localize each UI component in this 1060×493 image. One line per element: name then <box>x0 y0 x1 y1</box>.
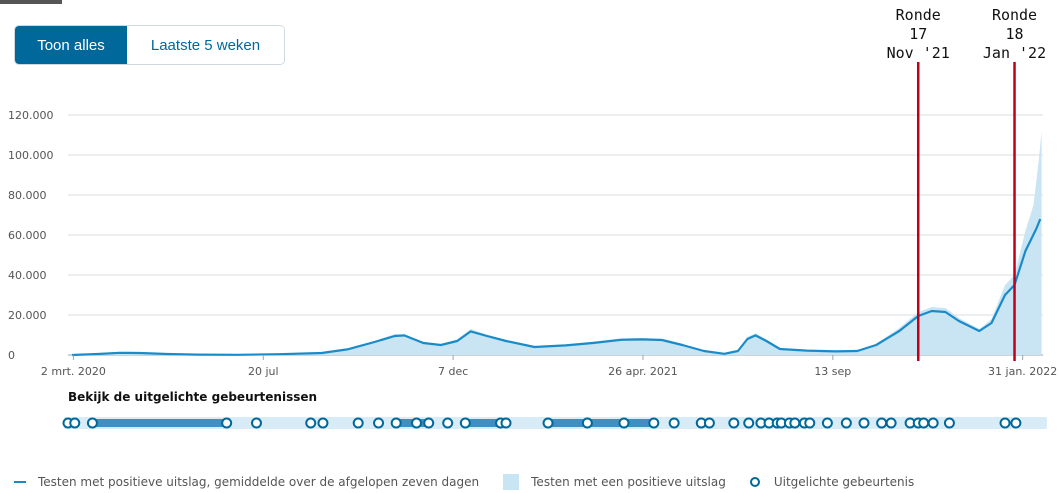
annotation-ronde-17: Ronde 17 Nov '21 <box>878 6 958 63</box>
timeline-event-marker[interactable] <box>804 417 816 429</box>
last-5-weeks-button[interactable]: Laatste 5 weken <box>127 26 284 64</box>
x-tick-label: 2 mrt. 2020 <box>41 365 106 378</box>
events-title: Bekijk de uitgelichte gebeurtenissen <box>68 390 318 404</box>
annotation-line: Ronde <box>991 6 1038 24</box>
range-toggle: Toon alles Laatste 5 weken <box>14 25 285 65</box>
timeline-event-marker[interactable] <box>858 417 870 429</box>
legend-item-event[interactable]: Uitgelichte gebeurtenis <box>749 475 915 489</box>
y-tick-label: 80.000 <box>8 189 47 202</box>
timeline-event-marker[interactable] <box>411 417 423 429</box>
legend-item-line[interactable]: Testen met positieve uitslag, gemiddelde… <box>14 475 479 489</box>
timeline-range <box>548 419 654 427</box>
timeline-event-marker[interactable] <box>390 417 402 429</box>
timeline-event-marker[interactable] <box>442 417 454 429</box>
timeline-event-marker[interactable] <box>423 417 435 429</box>
timeline-event-marker[interactable] <box>703 417 715 429</box>
legend-item-area[interactable]: Testen met een positieve uitslag <box>503 474 726 490</box>
timeline-event-marker[interactable] <box>542 417 554 429</box>
timeline-event-marker[interactable] <box>352 417 364 429</box>
legend: Testen met positieve uitslag, gemiddelde… <box>14 474 938 490</box>
timeline-range <box>92 419 227 427</box>
y-tick-label: 120.000 <box>8 109 54 122</box>
timeline-event-marker[interactable] <box>840 417 852 429</box>
annotation-line: 18 <box>1005 25 1024 43</box>
annotation-line: Nov '21 <box>886 44 950 62</box>
timeline-event-marker[interactable] <box>305 417 317 429</box>
timeline-event-marker[interactable] <box>86 417 98 429</box>
timeline-event-marker[interactable] <box>918 417 930 429</box>
timeline-event-marker[interactable] <box>648 417 660 429</box>
series-area-positive-tests <box>72 131 1042 355</box>
timeline-event-marker[interactable] <box>927 417 939 429</box>
timeline-event-marker[interactable] <box>69 417 81 429</box>
annotation-line: 17 <box>909 25 928 43</box>
top-decoration <box>0 0 62 4</box>
timeline-event-marker[interactable] <box>876 417 888 429</box>
y-tick-label: 0 <box>8 349 15 362</box>
timeline-event-marker[interactable] <box>618 417 630 429</box>
annotation-line: Jan '22 <box>982 44 1047 62</box>
timeline-event-marker[interactable] <box>885 417 897 429</box>
legend-area-label: Testen met een positieve uitslag <box>531 475 726 489</box>
timeline-event-marker[interactable] <box>728 417 740 429</box>
timeline-event-marker[interactable] <box>221 417 233 429</box>
annotation-ronde-18: Ronde 18 Jan '22 <box>975 6 1055 63</box>
timeline-event-marker[interactable] <box>668 417 680 429</box>
timeline-event-marker[interactable] <box>1010 417 1022 429</box>
y-tick-label: 40.000 <box>8 269 47 282</box>
line-swatch-icon <box>14 481 26 483</box>
x-tick-label: 20 jul <box>248 365 279 378</box>
y-tick-label: 20.000 <box>8 309 47 322</box>
series-line-seven-day-average <box>72 218 1042 357</box>
x-tick-label: 7 dec <box>438 365 468 378</box>
timeline-event-marker[interactable] <box>943 417 955 429</box>
show-all-button[interactable]: Toon alles <box>15 26 127 64</box>
legend-event-label: Uitgelichte gebeurtenis <box>773 475 915 489</box>
timeline-event-marker[interactable] <box>459 417 471 429</box>
annotation-line: Ronde <box>895 6 941 24</box>
y-tick-label: 100.000 <box>8 149 54 162</box>
timeline-event-marker[interactable] <box>500 417 512 429</box>
x-tick-label: 31 jan. 2022 <box>988 365 1057 378</box>
timeline-event-marker[interactable] <box>373 417 385 429</box>
timeline-event-marker[interactable] <box>317 417 329 429</box>
x-tick-label: 26 apr. 2021 <box>608 365 678 378</box>
timeline-event-marker[interactable] <box>581 417 593 429</box>
legend-line-label: Testen met positieve uitslag, gemiddelde… <box>38 475 480 489</box>
timeline-event-marker[interactable] <box>821 417 833 429</box>
timeline-event-marker[interactable] <box>743 417 755 429</box>
y-tick-label: 60.000 <box>8 229 47 242</box>
timeline-event-marker[interactable] <box>789 417 801 429</box>
event-circle-icon <box>749 477 760 487</box>
timeline-range <box>465 419 507 427</box>
timeline-event-marker[interactable] <box>250 417 262 429</box>
x-tick-label: 13 sep <box>814 365 851 378</box>
area-swatch-icon <box>503 474 520 490</box>
timeline-event-marker[interactable] <box>999 417 1011 429</box>
